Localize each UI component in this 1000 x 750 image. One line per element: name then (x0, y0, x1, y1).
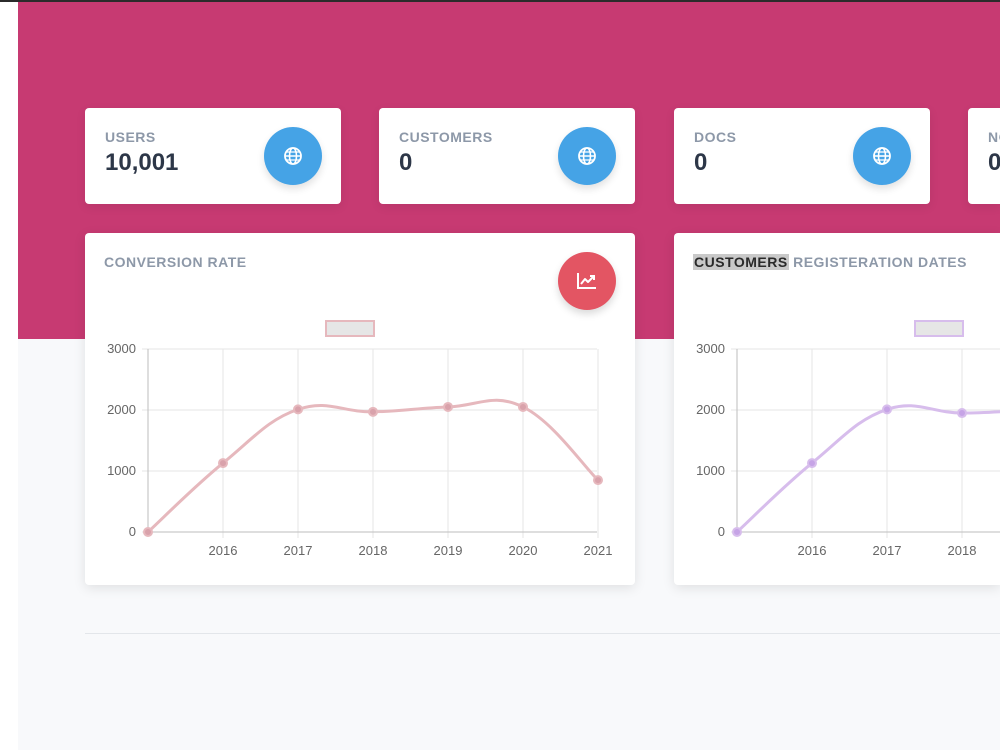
conversion-line-chart: 0 1000 2000 3000 2016 2017 2018 2019 2020 2021 (107, 320, 613, 558)
chart-title: CONVERSION RATE (104, 254, 247, 270)
registration-line-chart: 0 1000 2000 3000 2016 2017 2018 (696, 320, 1000, 558)
x-tick-label: 2019 (434, 543, 463, 558)
registration-chart-card: CUSTOMERS REGISTERATION DATES 0 1000 2000 3… (674, 233, 1000, 585)
stat-label: NO (988, 129, 1000, 145)
stat-card-customers: CUSTOMERS 0 (379, 108, 635, 204)
legend-swatch (914, 320, 964, 337)
y-tick-label: 3000 (696, 341, 725, 356)
globe-icon (853, 127, 911, 185)
y-tick-label: 2000 (107, 402, 136, 417)
stat-value: 0 (694, 149, 708, 176)
y-tick-label: 1000 (696, 463, 725, 478)
data-point (518, 401, 528, 412)
stat-value: 10,001 (105, 149, 179, 176)
stat-label: USERS (105, 129, 156, 145)
stat-value: 0 (988, 149, 1000, 176)
stat-label: CUSTOMERS (399, 129, 493, 145)
data-point (368, 406, 378, 417)
x-tick-label: 2020 (509, 543, 538, 558)
stat-card-docs: DOCS 0 (674, 108, 930, 204)
chart-title-rest: REGISTERATION DATES (788, 254, 967, 270)
globe-icon (558, 127, 616, 185)
data-point (593, 475, 603, 486)
conversion-chart-card: CONVERSION RATE 0 1000 2000 3000 2016 2017 201… (85, 233, 635, 585)
y-tick-label: 2000 (696, 402, 725, 417)
stat-card-partial: NO 0 (968, 108, 1000, 204)
stat-value: 0 (399, 149, 413, 176)
data-point (443, 401, 453, 412)
legend-swatch (325, 320, 375, 337)
stat-card-users: USERS 10,001 (85, 108, 341, 204)
data-point (957, 408, 967, 419)
highlighted-text: CUSTOMERS (693, 254, 789, 270)
x-tick-label: 2016 (798, 543, 827, 558)
data-point (732, 527, 742, 537)
data-point (293, 404, 303, 415)
data-point (882, 404, 892, 415)
sidebar-strip (0, 2, 18, 750)
stat-label: DOCS (694, 129, 737, 145)
x-tick-label: 2016 (209, 543, 238, 558)
series-line (735, 404, 1000, 534)
chart-title: CUSTOMERS REGISTERATION DATES (693, 254, 967, 270)
data-point (807, 458, 817, 469)
footer-divider (85, 633, 1000, 634)
y-tick-label: 0 (129, 524, 136, 539)
y-tick-label: 3000 (107, 341, 136, 356)
x-tick-label: 2018 (948, 543, 977, 558)
data-point (218, 458, 228, 469)
x-tick-label: 2021 (584, 543, 613, 558)
x-tick-label: 2017 (284, 543, 313, 558)
line-chart-icon[interactable] (558, 252, 616, 310)
y-tick-label: 1000 (107, 463, 136, 478)
x-tick-label: 2017 (873, 543, 902, 558)
window-top-border (0, 0, 1000, 2)
x-tick-label: 2018 (359, 543, 388, 558)
y-tick-label: 0 (718, 524, 725, 539)
globe-icon (264, 127, 322, 185)
data-point (143, 527, 153, 537)
